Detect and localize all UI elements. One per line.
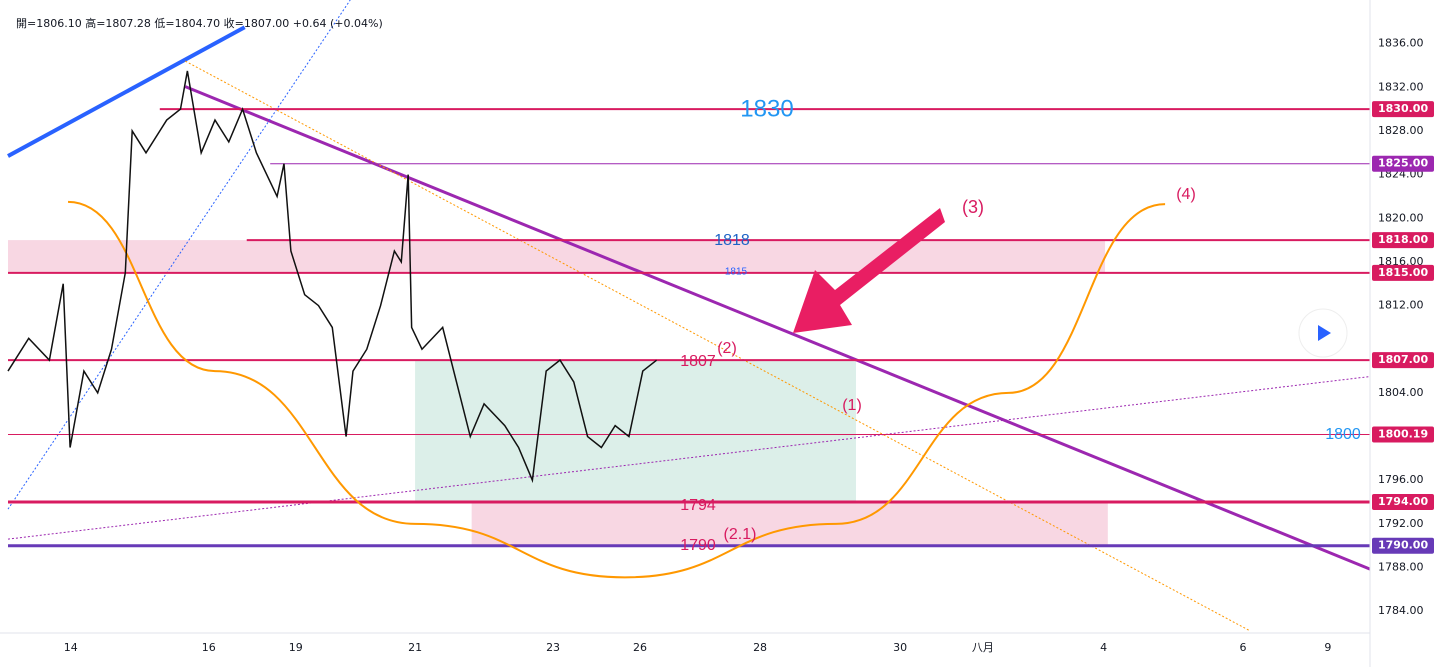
play-button[interactable]: [1298, 308, 1348, 358]
price-badge: [1372, 101, 1434, 118]
price-badge-label: 1815.00: [1378, 266, 1428, 279]
annotation: 1794: [680, 497, 716, 514]
x-tick-label: 八月: [972, 641, 994, 654]
price-line: [7, 70, 658, 484]
x-tick-label: 4: [1100, 641, 1107, 654]
annotation: 1790: [680, 537, 716, 554]
zone: [415, 360, 856, 503]
annotation: 1830: [740, 95, 793, 122]
arc-curve: [68, 200, 1166, 579]
x-tick-label: 6: [1240, 641, 1247, 654]
trendline: [185, 60, 1251, 632]
x-tick-label: 26: [633, 641, 647, 654]
x-tick-label: 21: [408, 641, 422, 654]
price-badge-label: 1790.00: [1378, 539, 1428, 552]
price-badge: [1372, 426, 1434, 443]
y-tick-label: 1816.00: [1378, 255, 1424, 268]
y-tick-label: 1820.00: [1378, 211, 1424, 224]
y-tick-label: 1832.00: [1378, 80, 1424, 93]
annotation: (1): [842, 397, 862, 414]
price-badge: [1372, 232, 1434, 249]
annotation: (2): [717, 340, 737, 357]
x-tick-label: 16: [202, 641, 216, 654]
y-tick-label: 1836.00: [1378, 37, 1424, 50]
x-tick-label: 28: [753, 641, 767, 654]
price-badge-label: 1800.19: [1378, 427, 1428, 440]
trendline: [7, 25, 246, 158]
trendline: [7, 376, 1371, 540]
price-badge-label: 1830.00: [1378, 102, 1428, 115]
price-badge-label: 1807.00: [1378, 353, 1428, 366]
y-tick-label: 1804.00: [1378, 386, 1424, 399]
plot-area: [7, 0, 1371, 632]
x-tick-label: 19: [289, 641, 303, 654]
price-badge-label: 1794.00: [1378, 495, 1428, 508]
price-badge-label: 1825.00: [1378, 157, 1428, 170]
annotation: 1800: [1325, 426, 1361, 443]
x-tick-label: 9: [1324, 641, 1331, 654]
price-badge: [1372, 352, 1434, 369]
arrow: [793, 208, 945, 333]
zone: [471, 502, 1108, 546]
annotation: (4): [1176, 186, 1196, 203]
price-badge: [1372, 537, 1434, 554]
y-tick-label: 1788.00: [1378, 561, 1424, 574]
price-badge: [1372, 494, 1434, 511]
x-tick-label: 14: [64, 641, 78, 654]
y-tick-label: 1784.00: [1378, 604, 1424, 617]
price-badge: [1372, 264, 1434, 281]
y-tick-label: 1796.00: [1378, 473, 1424, 486]
annotation: 1815: [725, 267, 748, 278]
x-tick-label: 23: [546, 641, 560, 654]
ohlc-header: 開=1806.10 高=1807.28 低=1804.70 收=1807.00 …: [16, 16, 383, 30]
price-badge: [1372, 155, 1434, 172]
play-icon[interactable]: [1318, 325, 1331, 341]
y-tick-label: 1828.00: [1378, 124, 1424, 137]
annotation: (3): [962, 197, 984, 217]
zone: [8, 240, 1106, 273]
annotation: 1807: [680, 353, 716, 370]
y-tick-label: 1812.00: [1378, 299, 1424, 312]
y-tick-label: 1792.00: [1378, 517, 1424, 530]
price-badge-label: 1818.00: [1378, 233, 1428, 246]
price-axis: 1836.001832.001828.001824.001820.001816.…: [64, 37, 1434, 654]
annotation: 1818: [714, 232, 750, 249]
annotation: (2.1): [724, 526, 757, 543]
x-tick-label: 30: [893, 641, 907, 654]
